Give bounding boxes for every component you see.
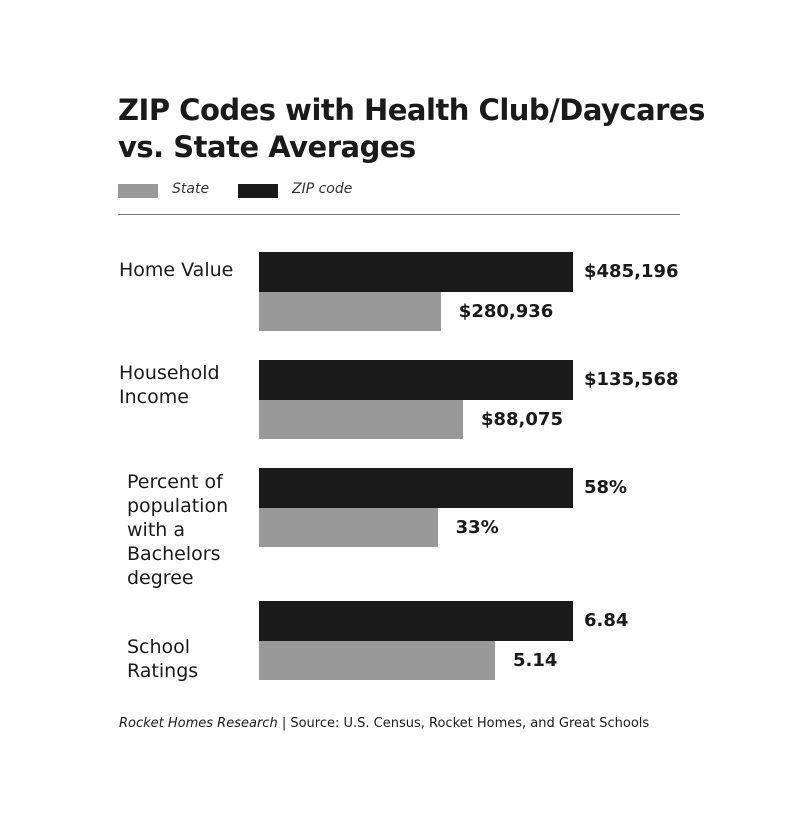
bar-state (259, 400, 463, 439)
category-label-line: Ratings (127, 660, 199, 682)
footer-source: Source: U.S. Census, Rocket Homes, and G… (290, 716, 650, 731)
category-label-line: Home Value (119, 259, 234, 281)
title-line: vs. State Averages (118, 130, 416, 164)
bar-state (259, 641, 495, 680)
category-label-line: Percent of (127, 471, 223, 493)
value-label-zip: 58% (584, 477, 628, 498)
category-label-line: Income (119, 386, 189, 408)
category-label-line: population (127, 495, 229, 517)
category-label: Household Income (119, 361, 220, 409)
value-label-state: $88,075 (480, 409, 563, 430)
value-label-zip: $135,568 (584, 369, 679, 390)
legend-label-state: State (172, 181, 210, 197)
legend-label-zip: ZIP code (292, 181, 353, 197)
category-label-line: Household (119, 362, 220, 384)
chart-title: ZIP Codes with Health Club/Daycares vs. … (118, 92, 705, 166)
footer: Rocket Homes Research | Source: U.S. Cen… (119, 716, 649, 731)
bar-state (259, 508, 438, 547)
bar-zip (259, 601, 573, 641)
category-label-line: degree (127, 567, 194, 589)
category-label-line: Bachelors (127, 543, 221, 565)
divider (118, 214, 680, 215)
bar-zip (259, 252, 573, 292)
footer-research: Rocket Homes Research (119, 716, 278, 731)
legend-swatch-state (118, 184, 158, 198)
value-label-state: 5.14 (512, 650, 558, 671)
category-label: Percent of population with a Bachelors degre… (127, 470, 228, 590)
value-label-zip: $485,196 (584, 261, 679, 282)
category-label: School Ratings (127, 635, 198, 683)
category-label-line: School (127, 636, 191, 658)
bar-zip (259, 468, 573, 508)
category-label: Home Value (119, 258, 233, 282)
value-label-state: $280,936 (458, 301, 554, 322)
value-label-zip: 6.84 (584, 610, 629, 631)
legend-swatch-zip (238, 184, 278, 198)
footer-separator: | (277, 716, 291, 731)
category-label-line: with a (127, 519, 185, 541)
value-label-state: 33% (455, 517, 499, 538)
bar-zip (259, 360, 573, 400)
bar-state (259, 292, 441, 331)
title-line: ZIP Codes with Health Club/Daycares (118, 93, 705, 127)
